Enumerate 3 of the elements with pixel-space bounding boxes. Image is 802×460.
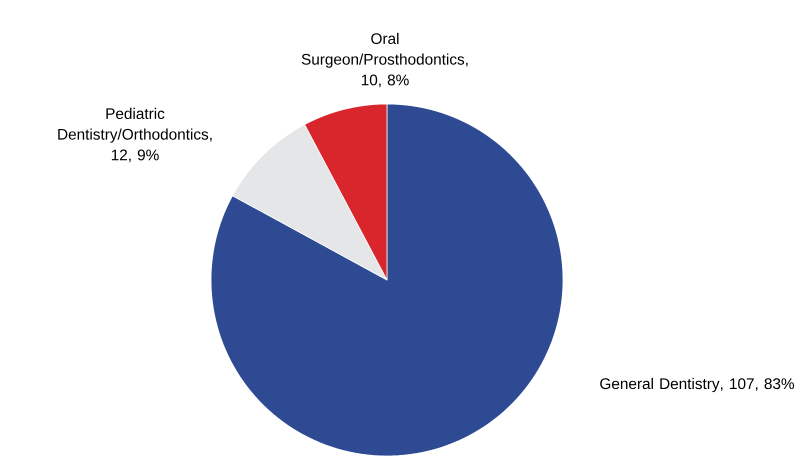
data-label: , 107, 83% bbox=[720, 378, 794, 391]
slice-label: General Dentistry bbox=[600, 378, 720, 392]
slice-label: Oral Surgeon/Prosthodontics bbox=[302, 32, 464, 68]
